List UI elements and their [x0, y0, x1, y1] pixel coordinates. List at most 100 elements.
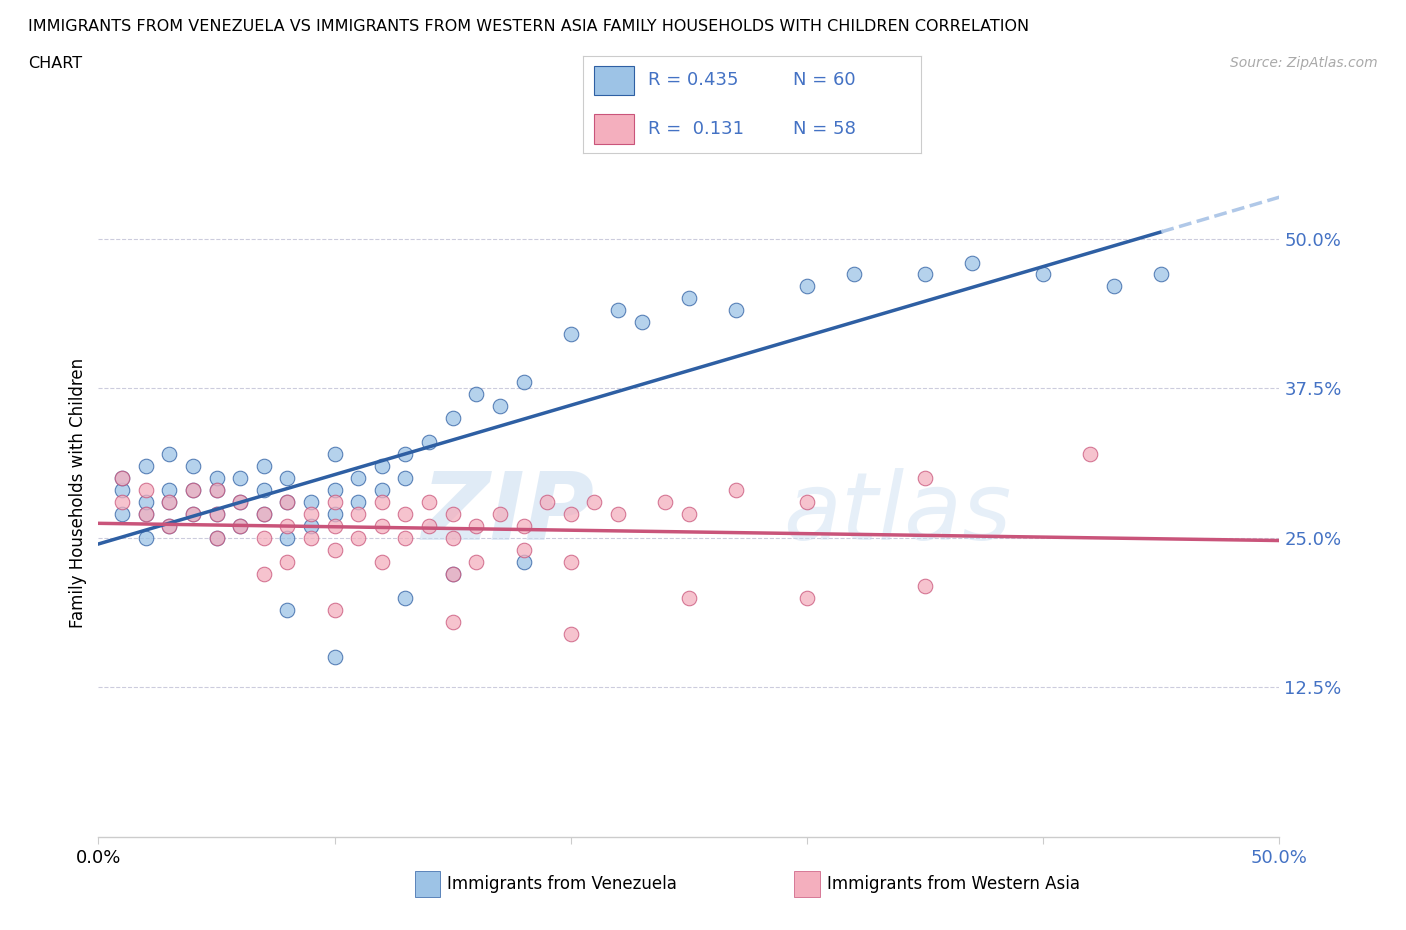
Point	[441, 530, 464, 545]
Point	[418, 518, 440, 533]
Point	[276, 495, 298, 510]
Point	[441, 566, 464, 581]
Point	[111, 483, 134, 498]
Text: R =  0.131: R = 0.131	[648, 120, 744, 138]
Text: N = 58: N = 58	[793, 120, 856, 138]
Point	[394, 530, 416, 545]
Point	[725, 303, 748, 318]
Text: atlas: atlas	[783, 468, 1012, 559]
Point	[347, 471, 370, 485]
Point	[678, 507, 700, 522]
Point	[796, 591, 818, 605]
Point	[323, 446, 346, 461]
Point	[111, 495, 134, 510]
Point	[441, 411, 464, 426]
Point	[394, 446, 416, 461]
Point	[725, 483, 748, 498]
Point	[371, 554, 394, 569]
Point	[323, 650, 346, 665]
Point	[347, 530, 370, 545]
Point	[512, 375, 534, 390]
Point	[536, 495, 558, 510]
Text: ZIP: ZIP	[422, 468, 595, 560]
Point	[465, 387, 488, 402]
Point	[796, 495, 818, 510]
Point	[253, 566, 276, 581]
Point	[181, 507, 204, 522]
Point	[276, 495, 298, 510]
Point	[394, 591, 416, 605]
Point	[229, 495, 252, 510]
Point	[157, 518, 180, 533]
Point	[347, 507, 370, 522]
Point	[135, 507, 157, 522]
Point	[229, 518, 252, 533]
Point	[371, 483, 394, 498]
Point	[276, 518, 298, 533]
Point	[418, 495, 440, 510]
Point	[1032, 267, 1054, 282]
Point	[253, 507, 276, 522]
Point	[135, 458, 157, 473]
Point	[111, 507, 134, 522]
Point	[560, 626, 582, 641]
Point	[157, 495, 180, 510]
Point	[1150, 267, 1173, 282]
Point	[323, 507, 346, 522]
Point	[157, 518, 180, 533]
Point	[914, 578, 936, 593]
Bar	[593, 66, 634, 95]
Point	[465, 554, 488, 569]
Point	[512, 554, 534, 569]
Point	[1102, 279, 1125, 294]
Text: R = 0.435: R = 0.435	[648, 72, 738, 89]
Point	[796, 279, 818, 294]
Point	[347, 495, 370, 510]
Point	[135, 483, 157, 498]
Point	[276, 602, 298, 617]
Point	[441, 507, 464, 522]
Point	[276, 530, 298, 545]
Point	[607, 303, 630, 318]
Point	[205, 507, 228, 522]
Point	[418, 434, 440, 449]
Point	[489, 399, 512, 414]
Point	[299, 518, 322, 533]
Bar	[593, 114, 634, 144]
Point	[276, 554, 298, 569]
Point	[299, 507, 322, 522]
Point	[205, 530, 228, 545]
Point	[583, 495, 606, 510]
Point	[371, 518, 394, 533]
Point	[253, 483, 276, 498]
Point	[111, 471, 134, 485]
Point	[111, 471, 134, 485]
Point	[678, 591, 700, 605]
Point	[181, 483, 204, 498]
Point	[157, 495, 180, 510]
Point	[607, 507, 630, 522]
Point	[914, 471, 936, 485]
Point	[560, 326, 582, 341]
Point	[157, 483, 180, 498]
Point	[229, 495, 252, 510]
Point	[323, 495, 346, 510]
Point	[844, 267, 866, 282]
Point	[229, 518, 252, 533]
Point	[135, 495, 157, 510]
Text: Immigrants from Venezuela: Immigrants from Venezuela	[447, 875, 676, 894]
Point	[181, 507, 204, 522]
Point	[441, 566, 464, 581]
Point	[371, 495, 394, 510]
Point	[678, 291, 700, 306]
Point	[962, 255, 984, 270]
Point	[560, 507, 582, 522]
Point	[489, 507, 512, 522]
Text: Immigrants from Western Asia: Immigrants from Western Asia	[827, 875, 1080, 894]
Text: Source: ZipAtlas.com: Source: ZipAtlas.com	[1230, 56, 1378, 70]
Point	[205, 530, 228, 545]
Point	[323, 542, 346, 557]
Point	[253, 507, 276, 522]
Point	[323, 518, 346, 533]
Point	[205, 483, 228, 498]
